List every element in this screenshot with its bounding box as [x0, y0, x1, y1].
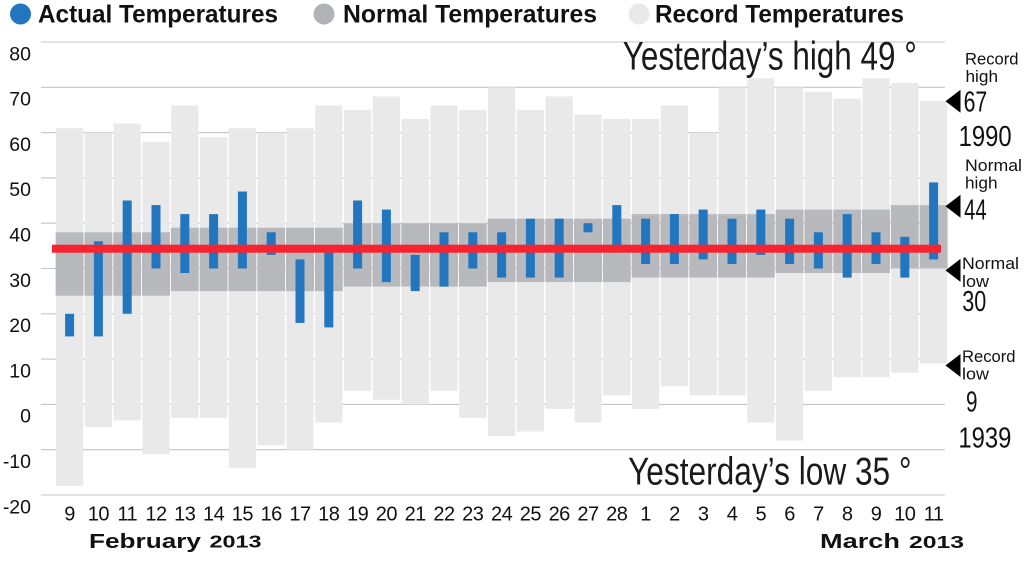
svg-text:Record: Record: [962, 347, 1016, 366]
svg-text:-20: -20: [3, 496, 31, 518]
svg-text:5: 5: [755, 504, 766, 526]
svg-text:26: 26: [549, 504, 571, 526]
svg-text:Normal Temperatures: Normal Temperatures: [343, 1, 597, 29]
svg-text:1939: 1939: [958, 422, 1011, 454]
svg-text:1: 1: [640, 504, 651, 526]
svg-text:9: 9: [966, 387, 978, 419]
svg-text:50: 50: [9, 179, 31, 201]
svg-text:Record Temperatures: Record Temperatures: [655, 1, 904, 29]
svg-text:2013: 2013: [210, 532, 262, 552]
svg-text:24: 24: [491, 504, 513, 526]
svg-text:Yesterday’s high 49 °: Yesterday’s high 49 °: [623, 35, 917, 79]
svg-text:10: 10: [88, 504, 110, 526]
svg-text:11: 11: [117, 504, 137, 526]
svg-text:20: 20: [376, 504, 398, 526]
svg-text:-10: -10: [3, 451, 31, 473]
svg-text:4: 4: [727, 504, 738, 526]
svg-text:February: February: [89, 530, 202, 553]
svg-text:1990: 1990: [959, 121, 1012, 153]
svg-text:30: 30: [962, 286, 986, 318]
svg-text:13: 13: [174, 504, 196, 526]
svg-text:40: 40: [9, 225, 31, 247]
svg-text:high: high: [965, 174, 998, 193]
svg-text:2013: 2013: [909, 532, 964, 552]
svg-text:28: 28: [606, 504, 628, 526]
svg-text:2: 2: [669, 504, 680, 526]
svg-text:Record: Record: [965, 50, 1019, 69]
svg-text:7: 7: [813, 504, 824, 526]
svg-text:15: 15: [232, 504, 254, 526]
svg-text:17: 17: [289, 504, 311, 526]
svg-text:44: 44: [964, 194, 987, 226]
svg-text:9: 9: [64, 504, 75, 526]
svg-text:low: low: [962, 272, 990, 291]
svg-text:3: 3: [698, 504, 709, 526]
svg-text:11: 11: [924, 504, 944, 526]
svg-text:6: 6: [784, 504, 795, 526]
svg-text:22: 22: [433, 504, 455, 526]
svg-text:25: 25: [520, 504, 542, 526]
svg-text:10: 10: [9, 360, 31, 382]
svg-text:0: 0: [20, 406, 31, 428]
svg-text:14: 14: [203, 504, 225, 526]
svg-text:27: 27: [577, 504, 599, 526]
svg-text:March: March: [820, 530, 900, 553]
svg-text:low: low: [962, 365, 990, 384]
svg-text:9: 9: [871, 504, 882, 526]
svg-text:Normal: Normal: [962, 254, 1019, 273]
svg-text:21: 21: [405, 504, 427, 526]
svg-text:Normal: Normal: [965, 156, 1022, 175]
svg-text:12: 12: [145, 504, 167, 526]
svg-text:16: 16: [261, 504, 283, 526]
svg-text:high: high: [966, 67, 999, 86]
svg-text:23: 23: [462, 504, 484, 526]
svg-text:Yesterday’s low 35 °: Yesterday’s low 35 °: [628, 450, 912, 493]
svg-text:67: 67: [964, 87, 988, 119]
svg-text:20: 20: [9, 315, 31, 337]
svg-text:80: 80: [9, 43, 31, 65]
svg-text:Actual Temperatures: Actual Temperatures: [38, 1, 278, 29]
svg-text:8: 8: [842, 504, 853, 526]
svg-text:10: 10: [894, 504, 916, 526]
svg-text:60: 60: [9, 134, 31, 156]
svg-text:19: 19: [347, 504, 369, 526]
svg-text:70: 70: [9, 89, 31, 111]
svg-text:18: 18: [318, 504, 340, 526]
svg-text:30: 30: [9, 270, 31, 292]
